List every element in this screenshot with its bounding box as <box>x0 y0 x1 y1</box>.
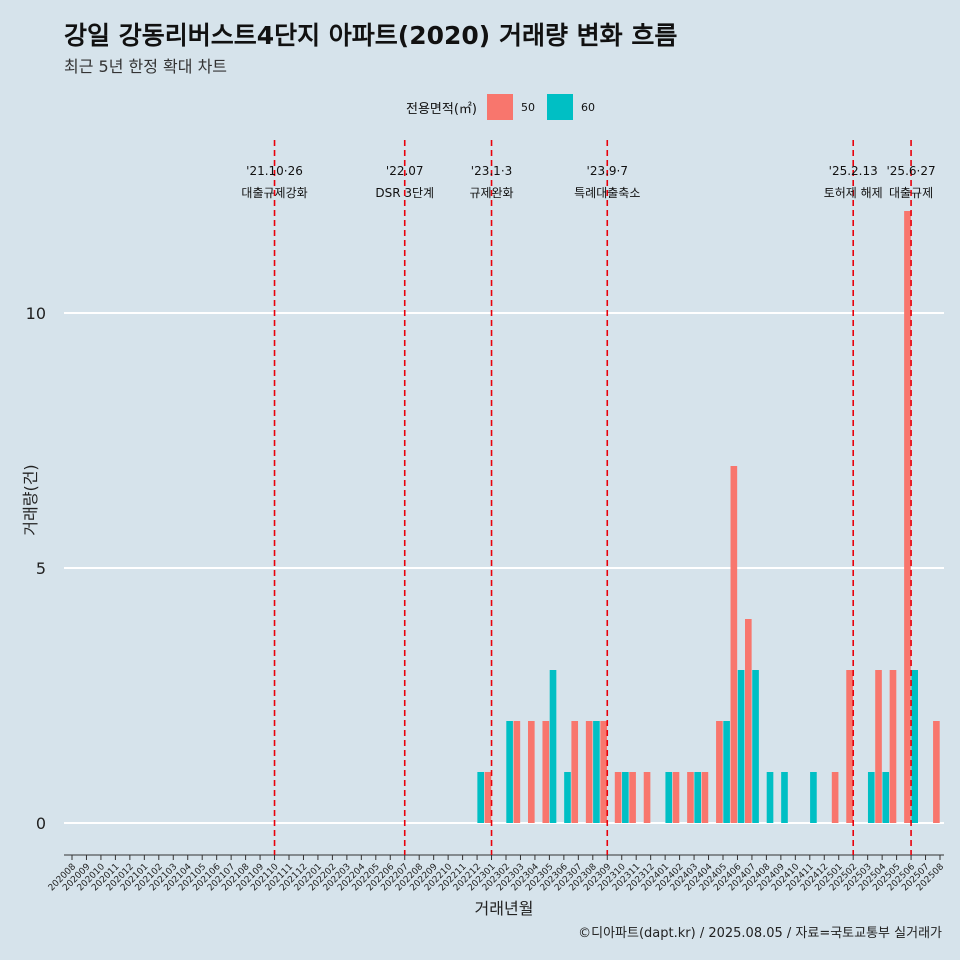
bar-50-202309 <box>600 721 607 823</box>
bar-50-202502 <box>846 670 853 823</box>
event-label: 특례대출축소 <box>574 186 640 200</box>
bar-60-202503 <box>867 772 875 823</box>
x-axis-title: 거래년월 <box>475 899 534 918</box>
bar-50-202508 <box>933 721 940 823</box>
bar-50-202407 <box>745 619 752 823</box>
bar-60-202212 <box>477 772 484 823</box>
y-axis-title: 거래량(건) <box>21 464 40 535</box>
legend-label-60: 60 <box>580 100 595 114</box>
y-tick-label: 0 <box>36 814 46 833</box>
bar-50-202506 <box>904 211 911 823</box>
bar-50-202505 <box>889 670 897 823</box>
bar-60-202408 <box>766 772 774 823</box>
bar-50-202406 <box>730 466 738 823</box>
chart-title: 강일 강동리버스트4단지 아파트(2020) 거래량 변화 흐름 <box>64 21 678 50</box>
legend-label-50: 50 <box>520 100 535 114</box>
bar-50-202301 <box>484 772 492 823</box>
bar-60-202406 <box>737 670 745 823</box>
bar-60-202401 <box>665 772 673 823</box>
y-tick-label: 10 <box>26 304 46 323</box>
bar-60-202411 <box>810 772 817 823</box>
bar-50-202311 <box>629 772 636 823</box>
event-date-label: '23.1·3 <box>471 164 512 178</box>
bar-50-202405 <box>716 721 723 823</box>
bar-50-202312 <box>643 772 651 823</box>
bar-60-202302 <box>506 721 513 823</box>
bar-50-202501 <box>831 772 839 823</box>
event-date-label: '25.2.13 <box>829 164 878 178</box>
bar-50-202402 <box>672 772 680 823</box>
event-label: DSR 3단계 <box>375 186 434 200</box>
bar-60-202409 <box>781 772 788 823</box>
y-tick-label: 5 <box>36 559 46 578</box>
source-caption: ©디아파트(dapt.kr) / 2025.08.05 / 자료=국토교통부 실… <box>578 926 942 941</box>
bar-60-202504 <box>882 772 890 823</box>
event-date-label: '21.10·26 <box>246 164 303 178</box>
bar-50-202304 <box>528 721 535 823</box>
bar-60-202403 <box>694 772 701 823</box>
bar-60-202305 <box>549 670 557 823</box>
bar-50-202307 <box>571 721 579 823</box>
event-date-label: '23.9·7 <box>587 164 628 178</box>
legend-swatch-60 <box>546 94 573 120</box>
bar-60-202308 <box>593 721 600 823</box>
bar-50-202404 <box>701 772 709 823</box>
legend-swatch-50 <box>486 94 513 120</box>
event-date-label: '25.6·27 <box>887 164 936 178</box>
bar-50-202308 <box>585 721 593 823</box>
legend-title: 전용면적(㎡) <box>406 101 477 117</box>
event-label: 대출규제강화 <box>241 186 307 200</box>
bar-60-202310 <box>622 772 629 823</box>
bar-50-202403 <box>687 772 694 823</box>
bar-60-202405 <box>723 721 730 823</box>
bar-60-202506 <box>911 670 918 823</box>
bar-50-202303 <box>513 721 521 823</box>
chart-subtitle: 최근 5년 한정 확대 차트 <box>64 57 228 76</box>
bar-60-202407 <box>752 670 759 823</box>
bar-60-202306 <box>564 772 571 823</box>
event-label: 규제완화 <box>469 186 513 200</box>
bar-50-202310 <box>614 772 622 823</box>
event-label: 토허제 해제 <box>824 186 883 200</box>
bar-50-202504 <box>875 670 882 823</box>
event-date-label: '22.07 <box>386 164 424 178</box>
bar-50-202305 <box>542 721 550 823</box>
legend: 전용면적(㎡) 50 60 <box>406 93 607 121</box>
event-label: 대출규제 <box>889 186 933 200</box>
